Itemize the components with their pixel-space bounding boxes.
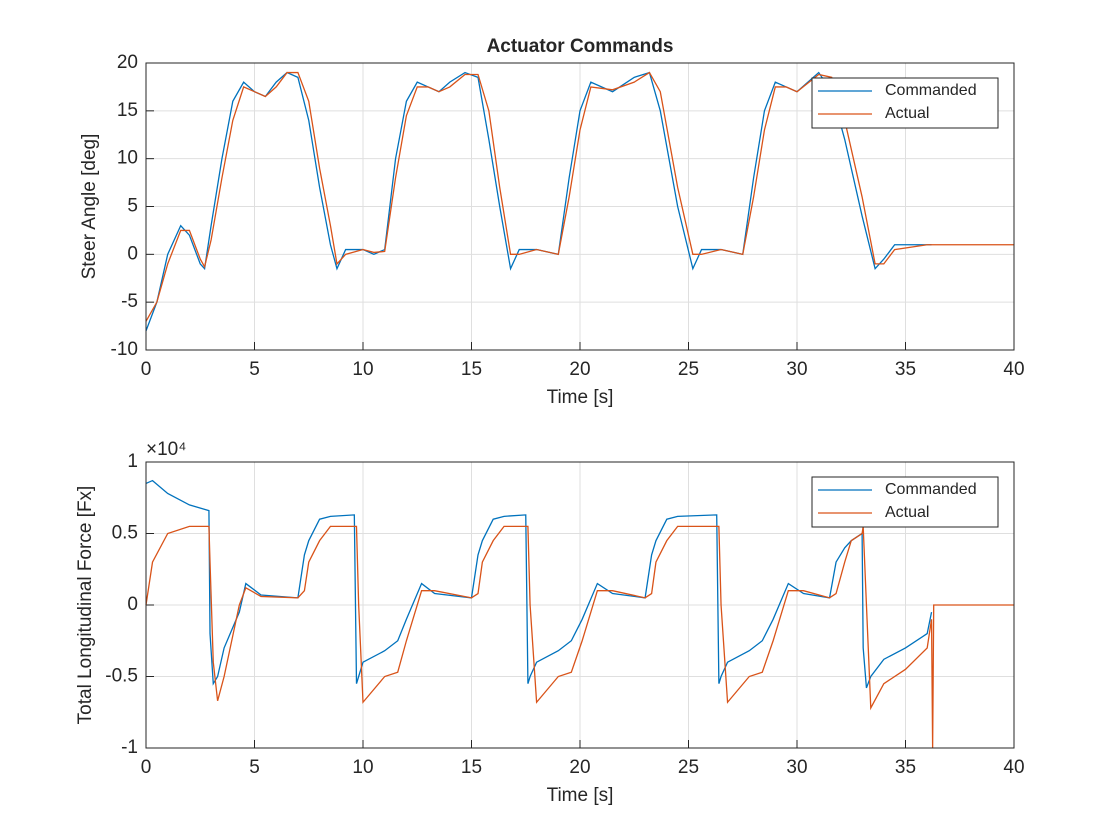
axes-box	[145, 62, 1015, 351]
data-line	[145, 525, 1014, 749]
y-tick-label: 0	[127, 594, 138, 615]
x-tick-label: 40	[1003, 757, 1024, 778]
y-tick-label: 10	[117, 148, 138, 169]
y-tick-label: 15	[117, 100, 138, 121]
y-tick-label: 20	[117, 52, 138, 73]
x-axis-label: Time [s]	[547, 785, 614, 806]
axes-box	[145, 461, 1015, 749]
legend: Commanded Actual	[811, 77, 999, 129]
data-line	[145, 71, 1014, 322]
legend-label: Commanded	[885, 82, 977, 99]
y-tick-label: 0.5	[112, 523, 138, 544]
subplot: 0 5 10 15 20 25 30 35 40 -10 -5 0 5 10 15 20 Actuator Co…	[79, 36, 1025, 408]
y-tick-label: -1	[121, 737, 138, 758]
y-tick-label: 5	[127, 196, 138, 217]
x-tick-label: 10	[352, 757, 373, 778]
x-tick-label: 25	[678, 757, 699, 778]
x-tick-label: 0	[141, 757, 152, 778]
x-tick-label: 30	[786, 359, 807, 380]
x-tick-label: 35	[895, 359, 916, 380]
subplot: 0 5 10 15 20 25 30 35 40 -1 -0.5 0 0.5 1 Time [s] Total…	[75, 439, 1025, 806]
legend-label: Commanded	[885, 481, 977, 498]
data-line	[145, 71, 932, 332]
y-tick-label: -0.5	[105, 666, 138, 687]
legend: Commanded Actual	[811, 476, 999, 528]
x-tick-label: 0	[141, 359, 152, 380]
x-tick-label: 5	[249, 359, 260, 380]
data-line	[145, 479, 933, 689]
x-tick-label: 20	[569, 757, 590, 778]
legend-label: Actual	[885, 105, 929, 122]
y-axis-label: Total Longitudinal Force [Fx]	[75, 486, 96, 725]
x-tick-label: 25	[678, 359, 699, 380]
x-tick-label: 30	[786, 757, 807, 778]
legend-box	[811, 77, 999, 129]
x-tick-label: 10	[352, 359, 373, 380]
y-axis-label: Steer Angle [deg]	[79, 134, 100, 280]
y-scale-label: ×10⁴	[146, 439, 186, 460]
x-tick-label: 15	[461, 359, 482, 380]
y-tick-label: -5	[121, 291, 138, 312]
x-tick-label: 35	[895, 757, 916, 778]
x-tick-label: 15	[461, 757, 482, 778]
y-tick-label: 1	[127, 451, 138, 472]
x-tick-label: 5	[249, 757, 260, 778]
legend-label: Actual	[885, 504, 929, 521]
x-axis-label: Time [s]	[547, 387, 614, 408]
x-tick-label: 20	[569, 359, 590, 380]
y-tick-label: 0	[127, 243, 138, 264]
x-tick-label: 40	[1003, 359, 1024, 380]
chart-title: Actuator Commands	[487, 36, 674, 57]
legend-box	[811, 476, 999, 528]
y-tick-label: -10	[111, 339, 138, 360]
